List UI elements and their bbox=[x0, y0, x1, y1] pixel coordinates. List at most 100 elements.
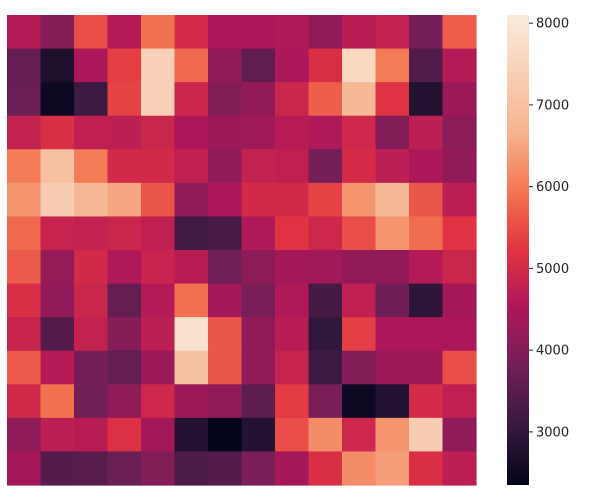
heatmap-cell bbox=[40, 250, 75, 285]
heatmap-cell bbox=[342, 82, 377, 117]
heatmap-cell bbox=[174, 115, 209, 150]
heatmap-cell bbox=[375, 149, 410, 184]
heatmap-cell bbox=[442, 48, 477, 83]
heatmap-cell bbox=[141, 149, 176, 184]
heatmap-cell bbox=[275, 417, 310, 453]
heatmap-cell bbox=[141, 317, 176, 352]
heatmap-cell bbox=[174, 451, 209, 486]
heatmap-cell bbox=[275, 283, 310, 318]
heatmap-cell bbox=[40, 216, 75, 251]
heatmap-cell bbox=[107, 384, 142, 419]
heatmap-cell bbox=[74, 350, 109, 385]
heatmap-cell bbox=[7, 149, 42, 184]
heatmap-cell bbox=[342, 283, 377, 318]
colorbar-tick-label: 5000 bbox=[536, 262, 569, 277]
heatmap-cell bbox=[74, 149, 109, 184]
heatmap-cell bbox=[342, 384, 377, 419]
heatmap-cell bbox=[442, 15, 477, 50]
heatmap-cell bbox=[275, 350, 310, 385]
heatmap-cell bbox=[174, 417, 209, 453]
heatmap-cell bbox=[308, 149, 343, 184]
heatmap-cell bbox=[308, 417, 343, 453]
heatmap-cell bbox=[208, 384, 243, 419]
heatmap-cell bbox=[241, 417, 276, 453]
heatmap-cell bbox=[74, 82, 109, 117]
heatmap-cell bbox=[375, 48, 410, 83]
heatmap-cell bbox=[308, 15, 343, 50]
heatmap-cell bbox=[375, 317, 410, 352]
heatmap-cell bbox=[409, 317, 444, 352]
heatmap-cell bbox=[241, 317, 276, 352]
heatmap-cell bbox=[107, 115, 142, 150]
heatmap-cell bbox=[241, 216, 276, 251]
heatmap-cell bbox=[74, 48, 109, 83]
heatmap-cell bbox=[174, 317, 209, 352]
heatmap-cell bbox=[40, 317, 75, 352]
heatmap-cell bbox=[409, 48, 444, 83]
heatmap-cell bbox=[375, 216, 410, 251]
heatmap-cell bbox=[308, 48, 343, 83]
heatmap-cell bbox=[342, 317, 377, 352]
heatmap-cell bbox=[308, 350, 343, 385]
heatmap-cell bbox=[409, 250, 444, 285]
heatmap-cell bbox=[174, 250, 209, 285]
heatmap-cell bbox=[409, 451, 444, 486]
heatmap-cell bbox=[409, 149, 444, 184]
heatmap-cell bbox=[342, 149, 377, 184]
heatmap-cell bbox=[141, 216, 176, 251]
heatmap-cell bbox=[174, 283, 209, 318]
heatmap-cell bbox=[174, 149, 209, 184]
heatmap-cell bbox=[74, 283, 109, 318]
heatmap-cell bbox=[40, 451, 75, 486]
heatmap-cell bbox=[208, 149, 243, 184]
heatmap-cell bbox=[7, 317, 42, 352]
heatmap-cell bbox=[174, 48, 209, 83]
heatmap-cell bbox=[241, 15, 276, 50]
heatmap-cell bbox=[342, 15, 377, 50]
heatmap-cell bbox=[7, 216, 42, 251]
heatmap-cell bbox=[107, 283, 142, 318]
heatmap-cell bbox=[208, 48, 243, 83]
heatmap-cell bbox=[275, 48, 310, 83]
heatmap-cell bbox=[141, 417, 176, 453]
heatmap-cell bbox=[141, 115, 176, 150]
heatmap-cell bbox=[375, 250, 410, 285]
heatmap-cell bbox=[409, 115, 444, 150]
heatmap-cell bbox=[174, 182, 209, 218]
heatmap-cell bbox=[375, 283, 410, 318]
heatmap-cell bbox=[409, 216, 444, 251]
heatmap-cell bbox=[275, 115, 310, 150]
heatmap-cell bbox=[241, 82, 276, 117]
heatmap-cell bbox=[342, 115, 377, 150]
heatmap-cell bbox=[74, 250, 109, 285]
colorbar-tick-label: 6000 bbox=[536, 180, 569, 195]
heatmap-cell bbox=[375, 451, 410, 486]
heatmap-cell bbox=[375, 115, 410, 150]
heatmap-cell bbox=[375, 417, 410, 453]
heatmap-cell bbox=[241, 115, 276, 150]
heatmap-cell bbox=[241, 384, 276, 419]
heatmap-cell bbox=[40, 15, 75, 50]
heatmap-cell bbox=[107, 82, 142, 117]
heatmap-cell bbox=[40, 350, 75, 385]
heatmap-cell bbox=[141, 283, 176, 318]
heatmap-cell bbox=[107, 149, 142, 184]
heatmap-cell bbox=[442, 350, 477, 385]
heatmap-cell bbox=[74, 317, 109, 352]
heatmap-cell bbox=[442, 384, 477, 419]
heatmap-cell bbox=[107, 216, 142, 251]
heatmap-cell bbox=[107, 15, 142, 50]
heatmap-cell bbox=[275, 451, 310, 486]
heatmap-cell bbox=[107, 317, 142, 352]
heatmap-cell bbox=[141, 384, 176, 419]
heatmap-cell bbox=[74, 15, 109, 50]
heatmap-cell bbox=[141, 451, 176, 486]
heatmap-cell bbox=[74, 417, 109, 453]
heatmap-cell bbox=[442, 115, 477, 150]
heatmap-cell bbox=[208, 115, 243, 150]
heatmap-cell bbox=[241, 283, 276, 318]
heatmap-cell bbox=[442, 216, 477, 251]
heatmap-cell bbox=[208, 317, 243, 352]
heatmap-cell bbox=[141, 48, 176, 83]
